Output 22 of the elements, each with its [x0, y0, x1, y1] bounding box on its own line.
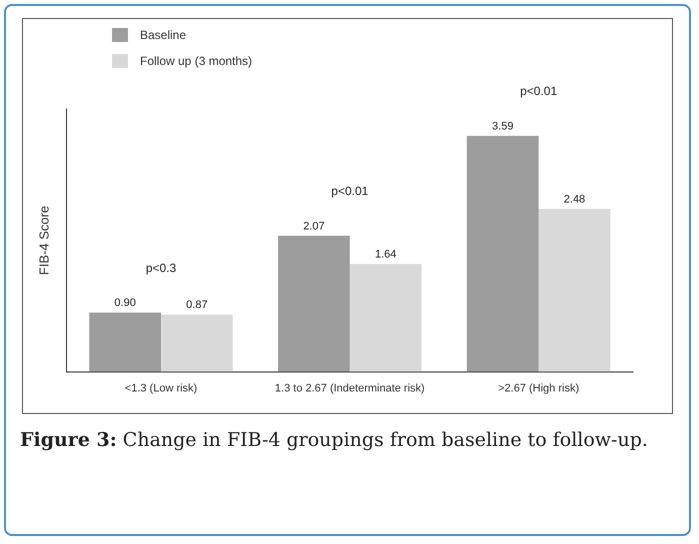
bar: [466, 136, 539, 372]
bar: [538, 208, 610, 372]
bar: [89, 312, 161, 372]
data-label: 3.59: [492, 120, 514, 132]
data-label: 1.64: [374, 248, 396, 261]
text: p<0.01: [520, 84, 558, 98]
data-label: 0.90: [114, 297, 136, 310]
data-label: 0.87: [186, 299, 208, 312]
data-label: 2.48: [564, 193, 586, 206]
annotation: p<0.01: [331, 184, 369, 198]
data-label: 2.07: [303, 220, 325, 232]
y-axis-title: FIB-4 Score: [36, 206, 52, 276]
annotation: p<0.3: [146, 260, 176, 275]
bar: [350, 264, 422, 372]
legend-label: Baseline: [140, 28, 186, 42]
x-tick-label: <1.3 (Low risk): [124, 382, 198, 394]
x-tick-label: >2.67 (High risk): [498, 382, 580, 394]
bar: [278, 236, 350, 372]
caption: Figure 3: Change in FIB-4 groupings from baseline to follow-up.: [20, 428, 649, 453]
legend-label: Follow up (3 months): [140, 54, 252, 68]
x-tick-label: 1.3 to 2.67 (Indeterminate risk): [274, 382, 425, 394]
bar: [161, 314, 233, 372]
